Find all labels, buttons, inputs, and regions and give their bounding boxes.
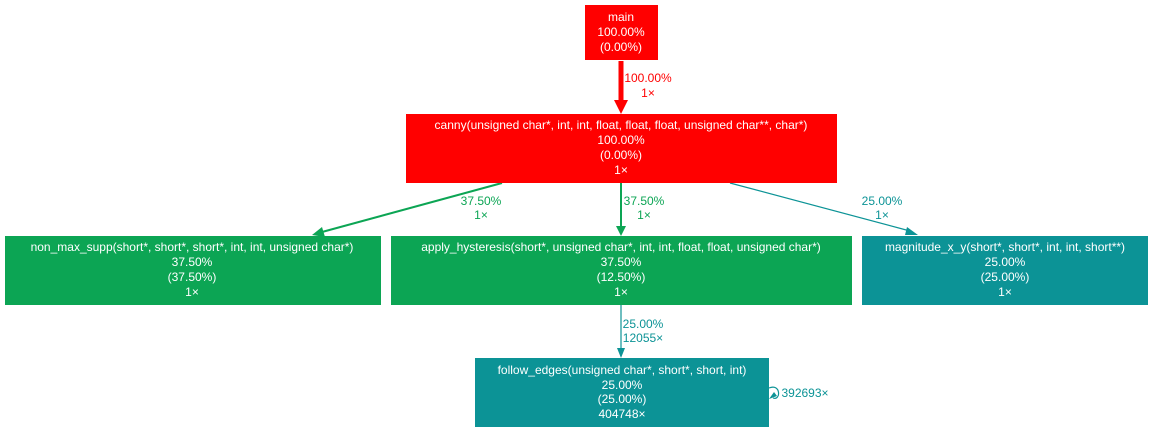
node-title: magnitude_x_y(short*, short*, int, int, …: [885, 240, 1125, 254]
node-follow_edges[interactable]: follow_edges(unsigned char*, short*, sho…: [475, 358, 769, 427]
node-title: apply_hysteresis(short*, unsigned char*,…: [421, 240, 821, 254]
node-calls: 1×: [614, 163, 628, 177]
edge-label-calls: 1×: [875, 208, 889, 222]
node-calls: 404748×: [598, 407, 645, 421]
edge-main-canny: 100.00% 1×: [614, 61, 672, 114]
edge-canny-apply_hysteresis: 37.50% 1×: [616, 183, 665, 236]
node-apply_hysteresis[interactable]: apply_hysteresis(short*, unsigned char*,…: [391, 236, 852, 305]
node-title: non_max_supp(short*, short*, short*, int…: [31, 240, 354, 254]
edge-label-calls: 1×: [641, 86, 655, 100]
node-total-percent: 100.00%: [597, 25, 645, 39]
edge-canny-non_max_supp: 37.50% 1×: [312, 182, 503, 237]
edge-label-percent: 25.00%: [862, 194, 903, 208]
node-total-percent: 37.50%: [601, 255, 642, 269]
node-title: follow_edges(unsigned char*, short*, sho…: [498, 363, 747, 377]
node-title: main: [608, 10, 634, 24]
node-self-percent: (25.00%): [598, 392, 647, 406]
node-calls: 1×: [614, 285, 628, 299]
edge-label-calls: 1×: [474, 208, 488, 222]
node-calls: 1×: [185, 285, 199, 299]
edge-label-percent: 100.00%: [624, 71, 672, 85]
node-total-percent: 100.00%: [597, 133, 645, 147]
edge-label-calls: 12055×: [623, 331, 663, 345]
edge-apply_hysteresis-follow_edges: 25.00% 12055×: [617, 305, 664, 358]
node-magnitude_x_y[interactable]: magnitude_x_y(short*, short*, int, int, …: [862, 236, 1148, 305]
edge-canny-magnitude_x_y: 25.00% 1×: [729, 182, 918, 235]
node-self-percent: (37.50%): [168, 270, 217, 284]
edge-label-percent: 37.50%: [624, 194, 665, 208]
node-calls: 1×: [998, 285, 1012, 299]
edge-follow_edges-self: 392693×: [768, 386, 829, 400]
node-self-percent: (12.50%): [597, 270, 646, 284]
edge-label-percent: 37.50%: [461, 194, 502, 208]
node-total-percent: 25.00%: [985, 255, 1026, 269]
node-self-percent: (25.00%): [981, 270, 1030, 284]
node-canny[interactable]: canny(unsigned char*, int, int, float, f…: [406, 114, 837, 183]
node-title: canny(unsigned char*, int, int, float, f…: [435, 118, 808, 132]
edge-label-calls: 1×: [637, 208, 651, 222]
node-main[interactable]: main 100.00% (0.00%): [585, 5, 658, 60]
node-total-percent: 37.50%: [172, 255, 213, 269]
node-self-percent: (0.00%): [600, 148, 642, 162]
edge-label-percent: 25.00%: [623, 317, 664, 331]
node-self-percent: (0.00%): [600, 40, 642, 54]
edge-label-calls: 392693×: [781, 386, 828, 400]
node-total-percent: 25.00%: [602, 378, 643, 392]
node-non_max_supp[interactable]: non_max_supp(short*, short*, short*, int…: [5, 236, 381, 305]
